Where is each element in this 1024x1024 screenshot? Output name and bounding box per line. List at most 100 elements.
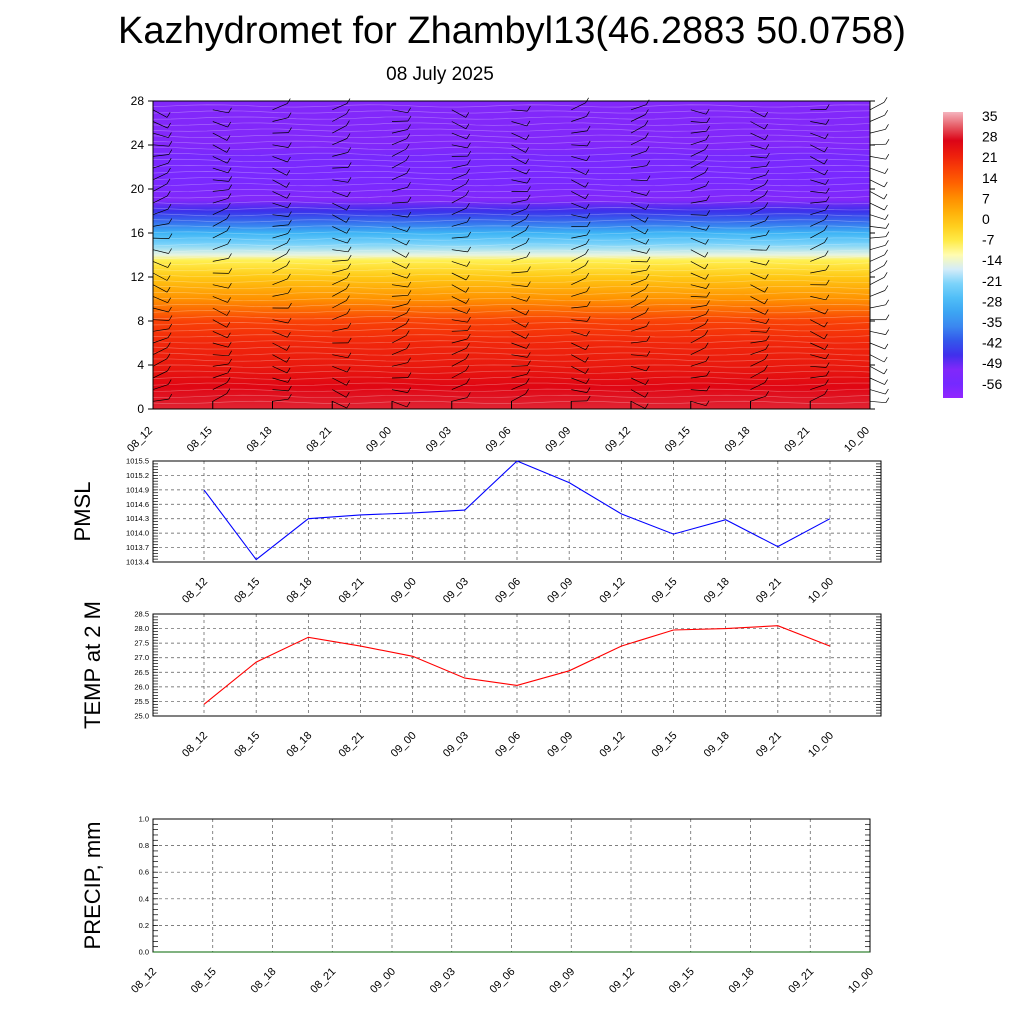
wind-barb [391, 261, 407, 269]
wind-barb [152, 398, 169, 402]
wind-barb-flag [766, 245, 770, 251]
wind-barb-flag [407, 107, 412, 113]
wind-barb [630, 214, 646, 223]
wind-barb-flag [228, 107, 232, 113]
wind-barb-flag [465, 353, 470, 359]
wind-barb [869, 389, 886, 395]
wind-barb-flag [228, 358, 232, 365]
contour-line [152, 370, 871, 374]
wind-barb-flag [167, 365, 171, 372]
wind-barb [690, 323, 706, 332]
wind-barb [212, 132, 228, 141]
wind-barb [869, 128, 886, 134]
wind-barb [511, 208, 527, 216]
wind-barb [511, 330, 526, 339]
wind-barb [152, 144, 169, 147]
x-tick-label: 08_18 [245, 425, 275, 455]
wind-barb-flag [466, 203, 470, 209]
wind-barb-flag [824, 389, 828, 395]
y-tick-label: 28.5 [134, 610, 149, 619]
wind-barb [869, 377, 885, 385]
x-tick-label: 09_03 [441, 576, 471, 606]
y-axis-label: PMSL [70, 482, 95, 542]
wind-barb [272, 278, 288, 286]
contour-line [152, 267, 871, 271]
wind-barb [391, 109, 408, 114]
x-tick-label: 09_12 [597, 576, 627, 606]
wind-barb-flag [645, 109, 649, 115]
wind-barb [332, 365, 348, 373]
wind-barb-flag [883, 97, 888, 103]
wind-barb-flag [824, 237, 828, 243]
wind-barb [391, 186, 408, 192]
wind-barb [750, 220, 766, 227]
wind-barb [571, 116, 587, 122]
wind-barb [272, 103, 288, 111]
wind-barb-flag [644, 228, 649, 235]
wind-barb-flag [706, 370, 710, 377]
y-tick-label: 12 [131, 270, 145, 284]
x-tick-label: 09_21 [754, 576, 784, 606]
colorbar-label: -14 [982, 252, 1002, 268]
wind-barb-flag [227, 193, 232, 199]
wind-barb-flag [345, 217, 350, 223]
wind-barb-flag [287, 202, 292, 209]
wind-barb [152, 172, 168, 181]
contour-line [152, 273, 871, 277]
wind-barb-flag [166, 178, 171, 184]
wind-barb-flag [765, 391, 770, 397]
wind-barb [571, 389, 588, 393]
wind-barb-flag [825, 279, 830, 286]
x-tick-label: 09_15 [650, 576, 680, 606]
y-tick-label: 0.0 [139, 948, 149, 957]
wind-barb-flag [287, 288, 292, 294]
wind-barb [630, 137, 646, 146]
wind-barb-flag [466, 261, 471, 267]
wind-barb-flag [585, 193, 589, 199]
contour-line [152, 304, 871, 308]
chart-subtitle: 08 July 2025 [386, 64, 494, 85]
wind-barb-flag [705, 309, 710, 315]
wind-barb-flag [884, 214, 889, 220]
x-tick-label: 10_00 [842, 425, 872, 455]
heatmap-panel: 0 4 8 12 16 20 24 28 08_12 08_15 08_18 08_21 09_00 09… [125, 94, 890, 455]
wind-barb-flag [346, 380, 350, 386]
wind-barb [152, 223, 169, 227]
wind-barb [869, 236, 886, 239]
wind-barb [212, 144, 227, 153]
wind-barb [690, 139, 707, 146]
wind-barb-flag [645, 239, 650, 245]
wind-barb [690, 261, 706, 270]
wind-barb [630, 125, 646, 134]
wind-barb [630, 278, 647, 286]
y-axis-label: PRECIP, mm [80, 822, 105, 950]
wind-barb-flag [168, 315, 173, 321]
wind-barb-flag [346, 402, 351, 409]
wind-barb-flag [764, 111, 769, 118]
wind-barb [152, 347, 168, 356]
colorbar-label: -35 [982, 314, 1002, 330]
wind-barb [332, 113, 347, 122]
wind-barb-flag [467, 159, 471, 165]
wind-barb-flag [525, 309, 530, 316]
wind-barb-flag [885, 223, 890, 229]
wind-barb [750, 121, 765, 130]
x-tick-label: 08_12 [125, 425, 155, 455]
wind-barb-flag [585, 203, 590, 210]
wind-barb-flag [526, 296, 531, 302]
wind-barb [212, 218, 227, 227]
wind-barb [810, 375, 827, 379]
wind-barb [810, 384, 826, 390]
wind-barb-flag [466, 133, 471, 140]
wind-barb-flag [646, 160, 651, 166]
wind-barb [750, 144, 766, 150]
wind-barb [511, 271, 528, 274]
wind-barb-flag [287, 228, 292, 234]
wind-barb [212, 393, 227, 402]
wind-barb-flag [646, 248, 650, 254]
wind-barb [750, 272, 766, 280]
contour-line [152, 134, 871, 138]
y-tick-label: 1013.4 [126, 558, 149, 567]
contour-line [152, 207, 871, 211]
wind-barb-flag [526, 251, 531, 258]
